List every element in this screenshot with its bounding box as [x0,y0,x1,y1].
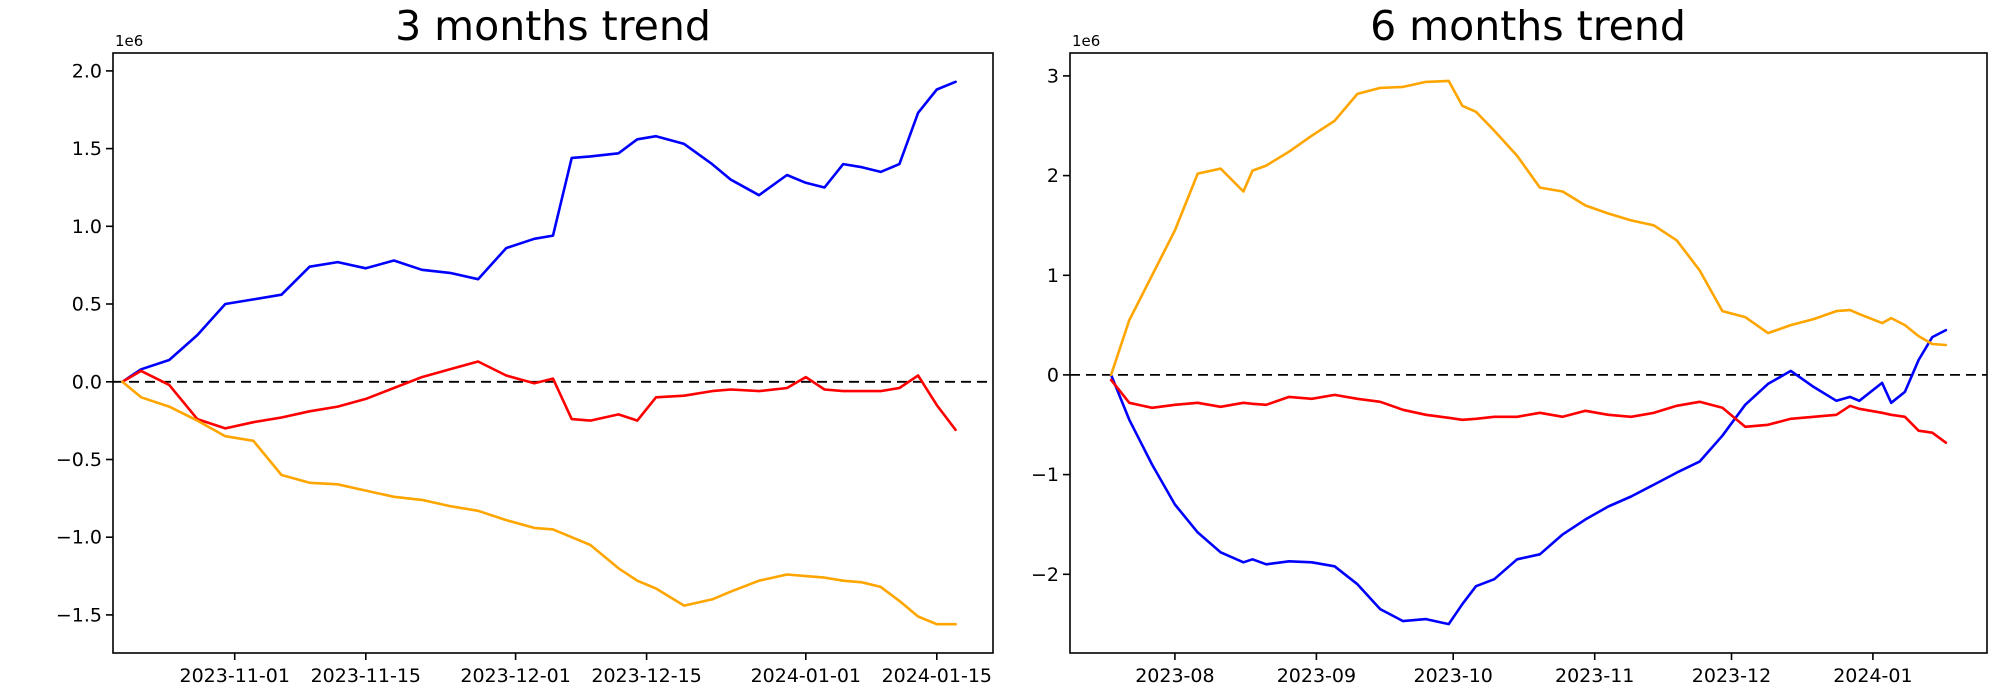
y-tick-label: −1.5 [56,604,102,626]
plot-area-3-months: 2023-11-01 2023-11-15 2023-12-01 2023-12-15… [56,32,994,687]
axes-box [112,52,994,654]
y-tick-label: 2 [1047,165,1059,187]
x-tick-label: 2023-08 [1135,665,1214,687]
series-line-orange [121,380,957,626]
series-line-blue [121,80,957,384]
y-tick-label: 1 [1047,265,1059,287]
x-tick-label: 2023-09 [1277,665,1356,687]
series-line-red [1109,378,1948,445]
y-tick-label: 2.0 [72,60,102,82]
x-tick-label: 2023-12-01 [460,665,570,687]
x-tick-label: 2024-01 [1833,665,1912,687]
chart-title-6-months: 6 months trend [1370,2,1686,50]
series-line-blue [1109,328,1948,626]
x-tick-label: 2023-11 [1555,665,1634,687]
chart-6-months-trend: 6 months trend 2023-08 2023-09 2023-10 2023… [1031,2,1988,687]
y-axis-offset-label: 1e6 [115,32,143,50]
y-axis-offset-label: 1e6 [1072,32,1100,50]
x-tick-label: 2024-01-15 [882,665,992,687]
series-line-orange [1109,79,1948,377]
x-tick-label: 2023-12 [1692,665,1771,687]
x-tick-label: 2023-11-01 [179,665,289,687]
y-tick-label: −1 [1031,464,1059,486]
x-tick-label: 2023-11-15 [311,665,421,687]
chart-title-3-months: 3 months trend [395,2,711,50]
y-tick-label: −0.5 [56,449,102,471]
y-tick-label: 1.0 [72,216,102,238]
axes-box [1069,52,1988,654]
x-tick-label: 2024-01-01 [751,665,861,687]
y-tick-label: 0.5 [72,294,102,316]
y-tick-label: 0.0 [72,371,102,393]
y-tick-label: 0 [1047,364,1059,386]
y-tick-label: −1.0 [56,527,102,549]
series-line-red [121,360,957,432]
y-tick-label: −2 [1031,564,1059,586]
chart-3-months-trend: 3 months trend 2023-11-01 2023-11-15 2023-… [56,2,994,687]
plot-area-6-months: 2023-08 2023-09 2023-10 2023-11 2023-12 2024-… [1031,32,1988,687]
y-tick-label: 1.5 [72,138,102,160]
y-tick-label: 3 [1047,65,1059,87]
x-tick-label: 2023-12-15 [591,665,701,687]
x-tick-label: 2023-10 [1414,665,1493,687]
